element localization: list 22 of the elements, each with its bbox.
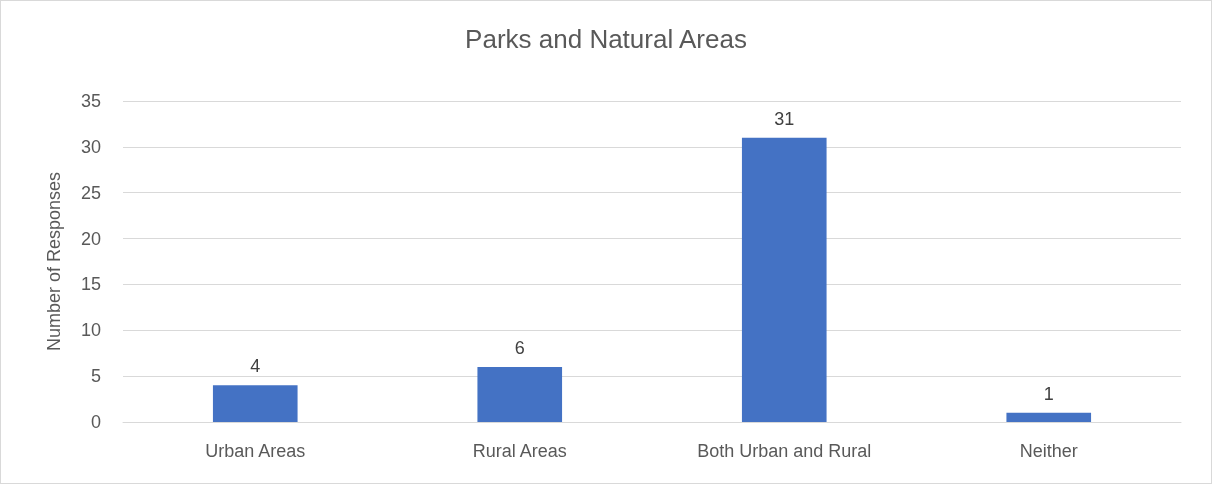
y-tick-label: 0 (90, 412, 101, 432)
data-label: 1 (1043, 383, 1054, 404)
bar (212, 385, 298, 422)
y-axis-title: Number of Responses (44, 171, 64, 352)
bar (1006, 412, 1092, 422)
y-tick-label: 20 (80, 228, 101, 249)
bar (477, 366, 563, 422)
y-tick-label: 35 (80, 91, 101, 111)
y-tick-label: 10 (80, 320, 101, 341)
data-label: 31 (774, 108, 795, 129)
data-label: 4 (250, 356, 261, 377)
y-tick-label: 30 (80, 136, 101, 157)
y-tick-label: 25 (80, 182, 101, 203)
x-tick-label: Rural Areas (472, 441, 567, 461)
bar (741, 137, 827, 422)
x-tick-label: Both Urban and Rural (697, 441, 872, 461)
x-tick-label: Urban Areas (205, 441, 306, 461)
chart-title: Parks and Natural Areas (465, 24, 747, 54)
y-tick-label: 15 (80, 274, 101, 295)
x-tick-label: Neither (1019, 441, 1078, 461)
y-tick-label: 5 (90, 366, 101, 387)
data-label: 6 (514, 337, 525, 358)
